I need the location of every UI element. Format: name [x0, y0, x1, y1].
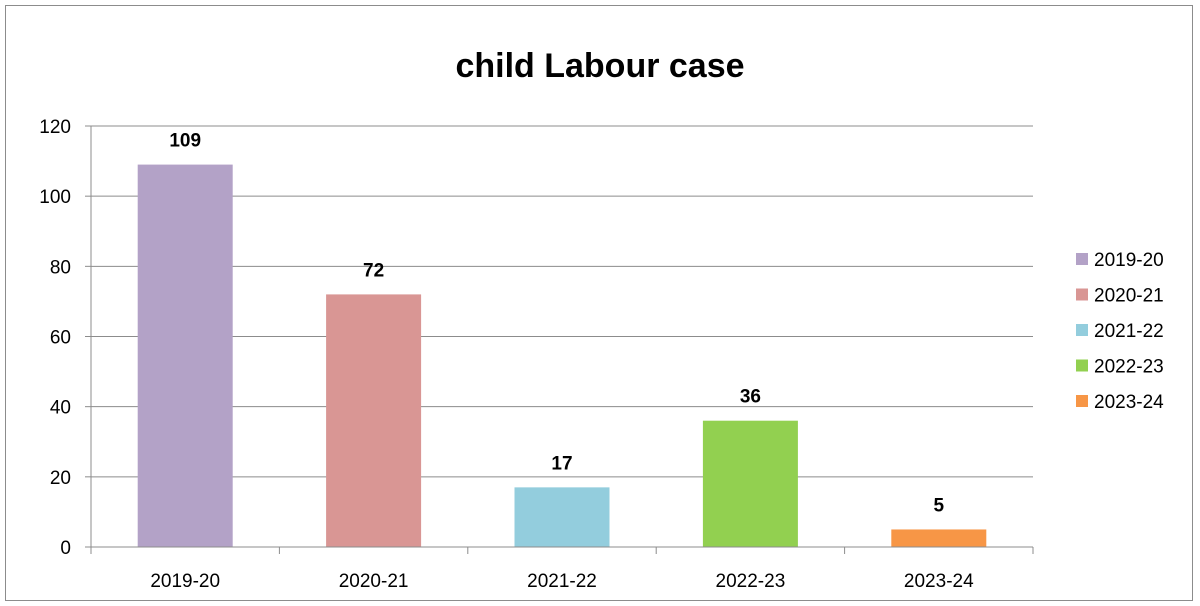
legend-swatch	[1076, 324, 1088, 336]
y-tick-label: 120	[39, 117, 71, 138]
y-tick-label: 60	[50, 328, 71, 349]
data-label: 5	[934, 495, 945, 516]
data-label: 36	[740, 387, 761, 408]
legend-swatch	[1076, 253, 1088, 265]
bar	[891, 529, 987, 547]
x-tick-label: 2020-21	[339, 571, 409, 592]
bar	[137, 164, 233, 547]
legend-label: 2020-21	[1094, 286, 1164, 307]
legend-swatch	[1076, 359, 1088, 372]
legend-label: 2022-23	[1094, 357, 1164, 378]
legend-swatch	[1076, 395, 1088, 407]
y-tick-label: 80	[50, 257, 71, 278]
legend-label: 2023-24	[1094, 392, 1164, 413]
bar	[326, 294, 422, 547]
x-tick-label: 2021-22	[527, 571, 597, 592]
x-tick-label: 2022-23	[716, 571, 786, 592]
x-tick-label: 2023-24	[904, 571, 974, 592]
legend-label: 2019-20	[1094, 250, 1164, 271]
y-tick-label: 100	[39, 187, 71, 208]
y-tick-label: 20	[50, 468, 71, 489]
data-label: 72	[363, 260, 384, 281]
legend-swatch	[1076, 288, 1088, 301]
bar	[514, 487, 610, 547]
data-label: 17	[551, 453, 572, 474]
chart-title: child Labour case	[455, 47, 745, 85]
data-label: 109	[169, 131, 201, 152]
y-tick-label: 40	[50, 398, 71, 419]
legend-label: 2021-22	[1094, 321, 1164, 342]
y-tick-label: 0	[60, 538, 71, 559]
x-tick-label: 2019-20	[150, 571, 220, 592]
bar	[702, 420, 798, 547]
